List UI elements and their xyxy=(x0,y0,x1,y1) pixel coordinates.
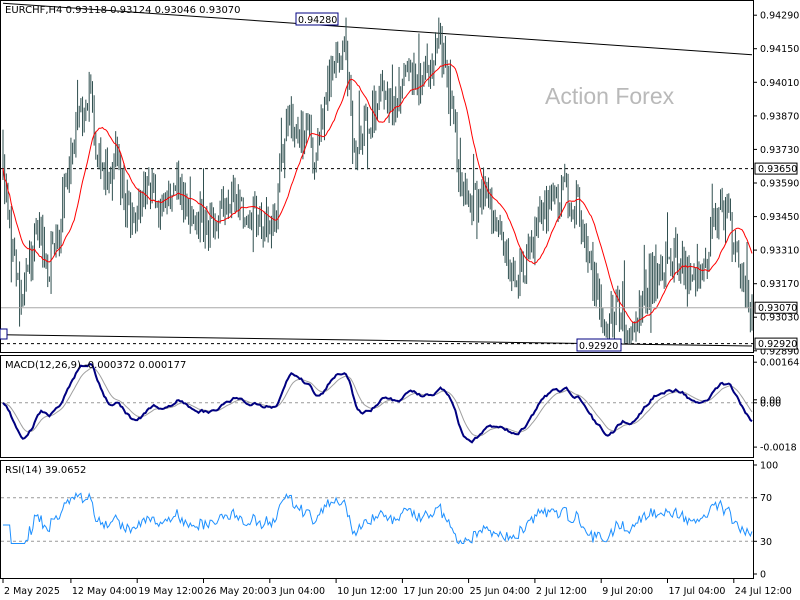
high-annotation: 0.94280 xyxy=(295,12,339,26)
x-tick-label: 12 May 04:00 xyxy=(72,586,137,597)
high-annotation-label: 0.94280 xyxy=(298,15,337,26)
y-tick-label: 0.94150 xyxy=(760,44,799,55)
x-tick-label: 2 Jul 12:00 xyxy=(536,586,587,597)
rsi-y-tick-label: 30 xyxy=(760,537,772,548)
low-annotation: 0.92920 xyxy=(576,338,622,352)
rsi-y-tick-label: 0 xyxy=(760,570,766,581)
x-tick-label: 19 May 12:00 xyxy=(138,586,203,597)
rsi-y-tick-label: 70 xyxy=(760,493,772,504)
y-tick-label: 0.93590 xyxy=(760,179,799,190)
x-tick-label: 24 Jul 12:00 xyxy=(735,586,792,597)
macd-header: MACD(12,26,9) -0.000372 0.000177 xyxy=(5,360,186,371)
macd-signal-line xyxy=(2,367,753,437)
level-low-tag: 0.92920 xyxy=(754,337,798,350)
x-tick-label: 2 May 2025 xyxy=(4,586,60,597)
y-tick-label: 0.94290 xyxy=(760,11,799,22)
rsi-line xyxy=(3,491,753,545)
rsi-header: RSI(14) 39.0652 xyxy=(5,465,86,476)
x-tick-label: 3 Jun 04:00 xyxy=(271,586,325,597)
x-tick-label: 25 Jun 04:00 xyxy=(470,586,530,597)
macd-panel-frame xyxy=(0,355,754,458)
y-tick-label: 0.93730 xyxy=(760,145,799,156)
trendlines xyxy=(2,2,753,347)
y-tick-label: 0.93870 xyxy=(760,111,799,122)
low-annotation-label: 0.92920 xyxy=(579,341,618,352)
trendline xyxy=(2,334,753,347)
rsi-panel-frame xyxy=(0,460,754,579)
y-tick-label: 0.93030 xyxy=(760,313,799,324)
x-tick-label: 26 May 20:00 xyxy=(205,586,270,597)
rsi-y-axis: 100 70 30 0 xyxy=(753,461,778,581)
y-tick-label: 0.93310 xyxy=(760,246,799,257)
trendline xyxy=(2,2,753,56)
rsi-level-lines xyxy=(1,497,753,542)
main-header: EURCHF,H4 0.93118 0.93124 0.93046 0.9307… xyxy=(5,5,241,16)
watermark: Action Forex xyxy=(545,83,675,109)
y-tick-label: 0.94010 xyxy=(760,78,799,89)
macd-y-tick-label: 0.00 xyxy=(760,398,781,409)
time-axis: 2 May 2025 12 May 04:00 19 May 12:00 26 May… xyxy=(2,579,792,597)
current-price-tag: 0.93070 xyxy=(754,301,798,314)
x-tick-label: 17 Jul 04:00 xyxy=(669,586,726,597)
level-low-label: 0.92920 xyxy=(758,339,797,350)
left-annotation-marker xyxy=(0,328,8,340)
main-y-axis: 0.94290 0.94150 0.94010 0.93870 0.93730 0.935… xyxy=(753,11,799,357)
y-tick-label: 0.93450 xyxy=(760,212,799,223)
macd-y-tick-label: 0.00 xyxy=(760,395,781,406)
price-bars xyxy=(2,17,753,344)
main-panel-frame xyxy=(0,0,754,353)
level-high-tag: 0.93650 xyxy=(754,162,798,175)
x-tick-label: 9 Jul 20:00 xyxy=(602,586,653,597)
macd-y-tick-label: 0.001648 xyxy=(760,358,800,369)
rsi-y-tick-label: 100 xyxy=(760,461,778,472)
macd-y-tick-label: -0.0018 xyxy=(760,443,797,454)
macd-y-axis: 0.0016480.000.00-0.0018 xyxy=(753,358,800,454)
x-tick-label: 17 Jun 20:00 xyxy=(403,586,463,597)
level-lines xyxy=(1,168,753,345)
x-tick-label: 10 Jun 12:00 xyxy=(337,586,397,597)
moving-average-line xyxy=(2,63,753,324)
level-high-label: 0.93650 xyxy=(758,164,797,175)
y-tick-label: 0.92890 xyxy=(760,346,799,357)
current-price-label: 0.93070 xyxy=(758,303,797,314)
y-tick-label: 0.93170 xyxy=(760,279,799,290)
macd-main-line xyxy=(2,363,753,444)
